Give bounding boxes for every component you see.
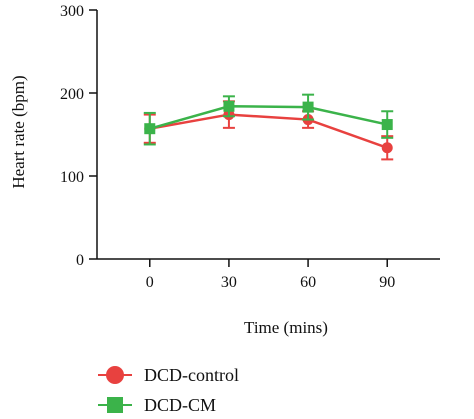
- x-tick-label: 30: [221, 274, 237, 291]
- legend-item-dcd-cm: DCD-CM: [98, 395, 216, 415]
- series-line-dcd-control: [149, 113, 388, 149]
- x-tick-label: 60: [300, 274, 316, 291]
- x-ticks: 0 30 60 90: [146, 259, 395, 291]
- data-point-dcd-cm: [302, 101, 314, 113]
- series-layer: [143, 93, 394, 161]
- data-point-dcd-cm: [144, 123, 156, 135]
- legend-label-dcd-cm: DCD-CM: [144, 395, 216, 415]
- x-tick-label: 90: [379, 274, 395, 291]
- axes: [96, 10, 440, 260]
- series-line-dcd-cm: [149, 105, 388, 130]
- y-tick-label: 0: [76, 252, 84, 269]
- x-axis-label: Time (mins): [244, 318, 328, 337]
- y-ticks: 0 100 200 300: [60, 3, 97, 269]
- legend: DCD-control DCD-CM: [98, 365, 239, 415]
- y-tick-label: 200: [60, 86, 84, 103]
- series-dcd-cm: [143, 93, 394, 146]
- data-point-dcd-control: [381, 142, 393, 154]
- x-tick-label: 0: [146, 274, 154, 291]
- y-axis-label: Heart rate (bpm): [9, 75, 28, 188]
- legend-marker-dcd-control: [106, 366, 124, 384]
- y-tick-label: 300: [60, 3, 84, 20]
- series-dcd-control: [143, 100, 394, 161]
- legend-marker-dcd-cm: [107, 397, 123, 413]
- y-tick-label: 100: [60, 169, 84, 186]
- legend-item-dcd-control: DCD-control: [98, 365, 239, 385]
- data-point-dcd-cm: [223, 100, 235, 112]
- data-point-dcd-cm: [381, 119, 393, 131]
- legend-label-dcd-control: DCD-control: [144, 365, 239, 385]
